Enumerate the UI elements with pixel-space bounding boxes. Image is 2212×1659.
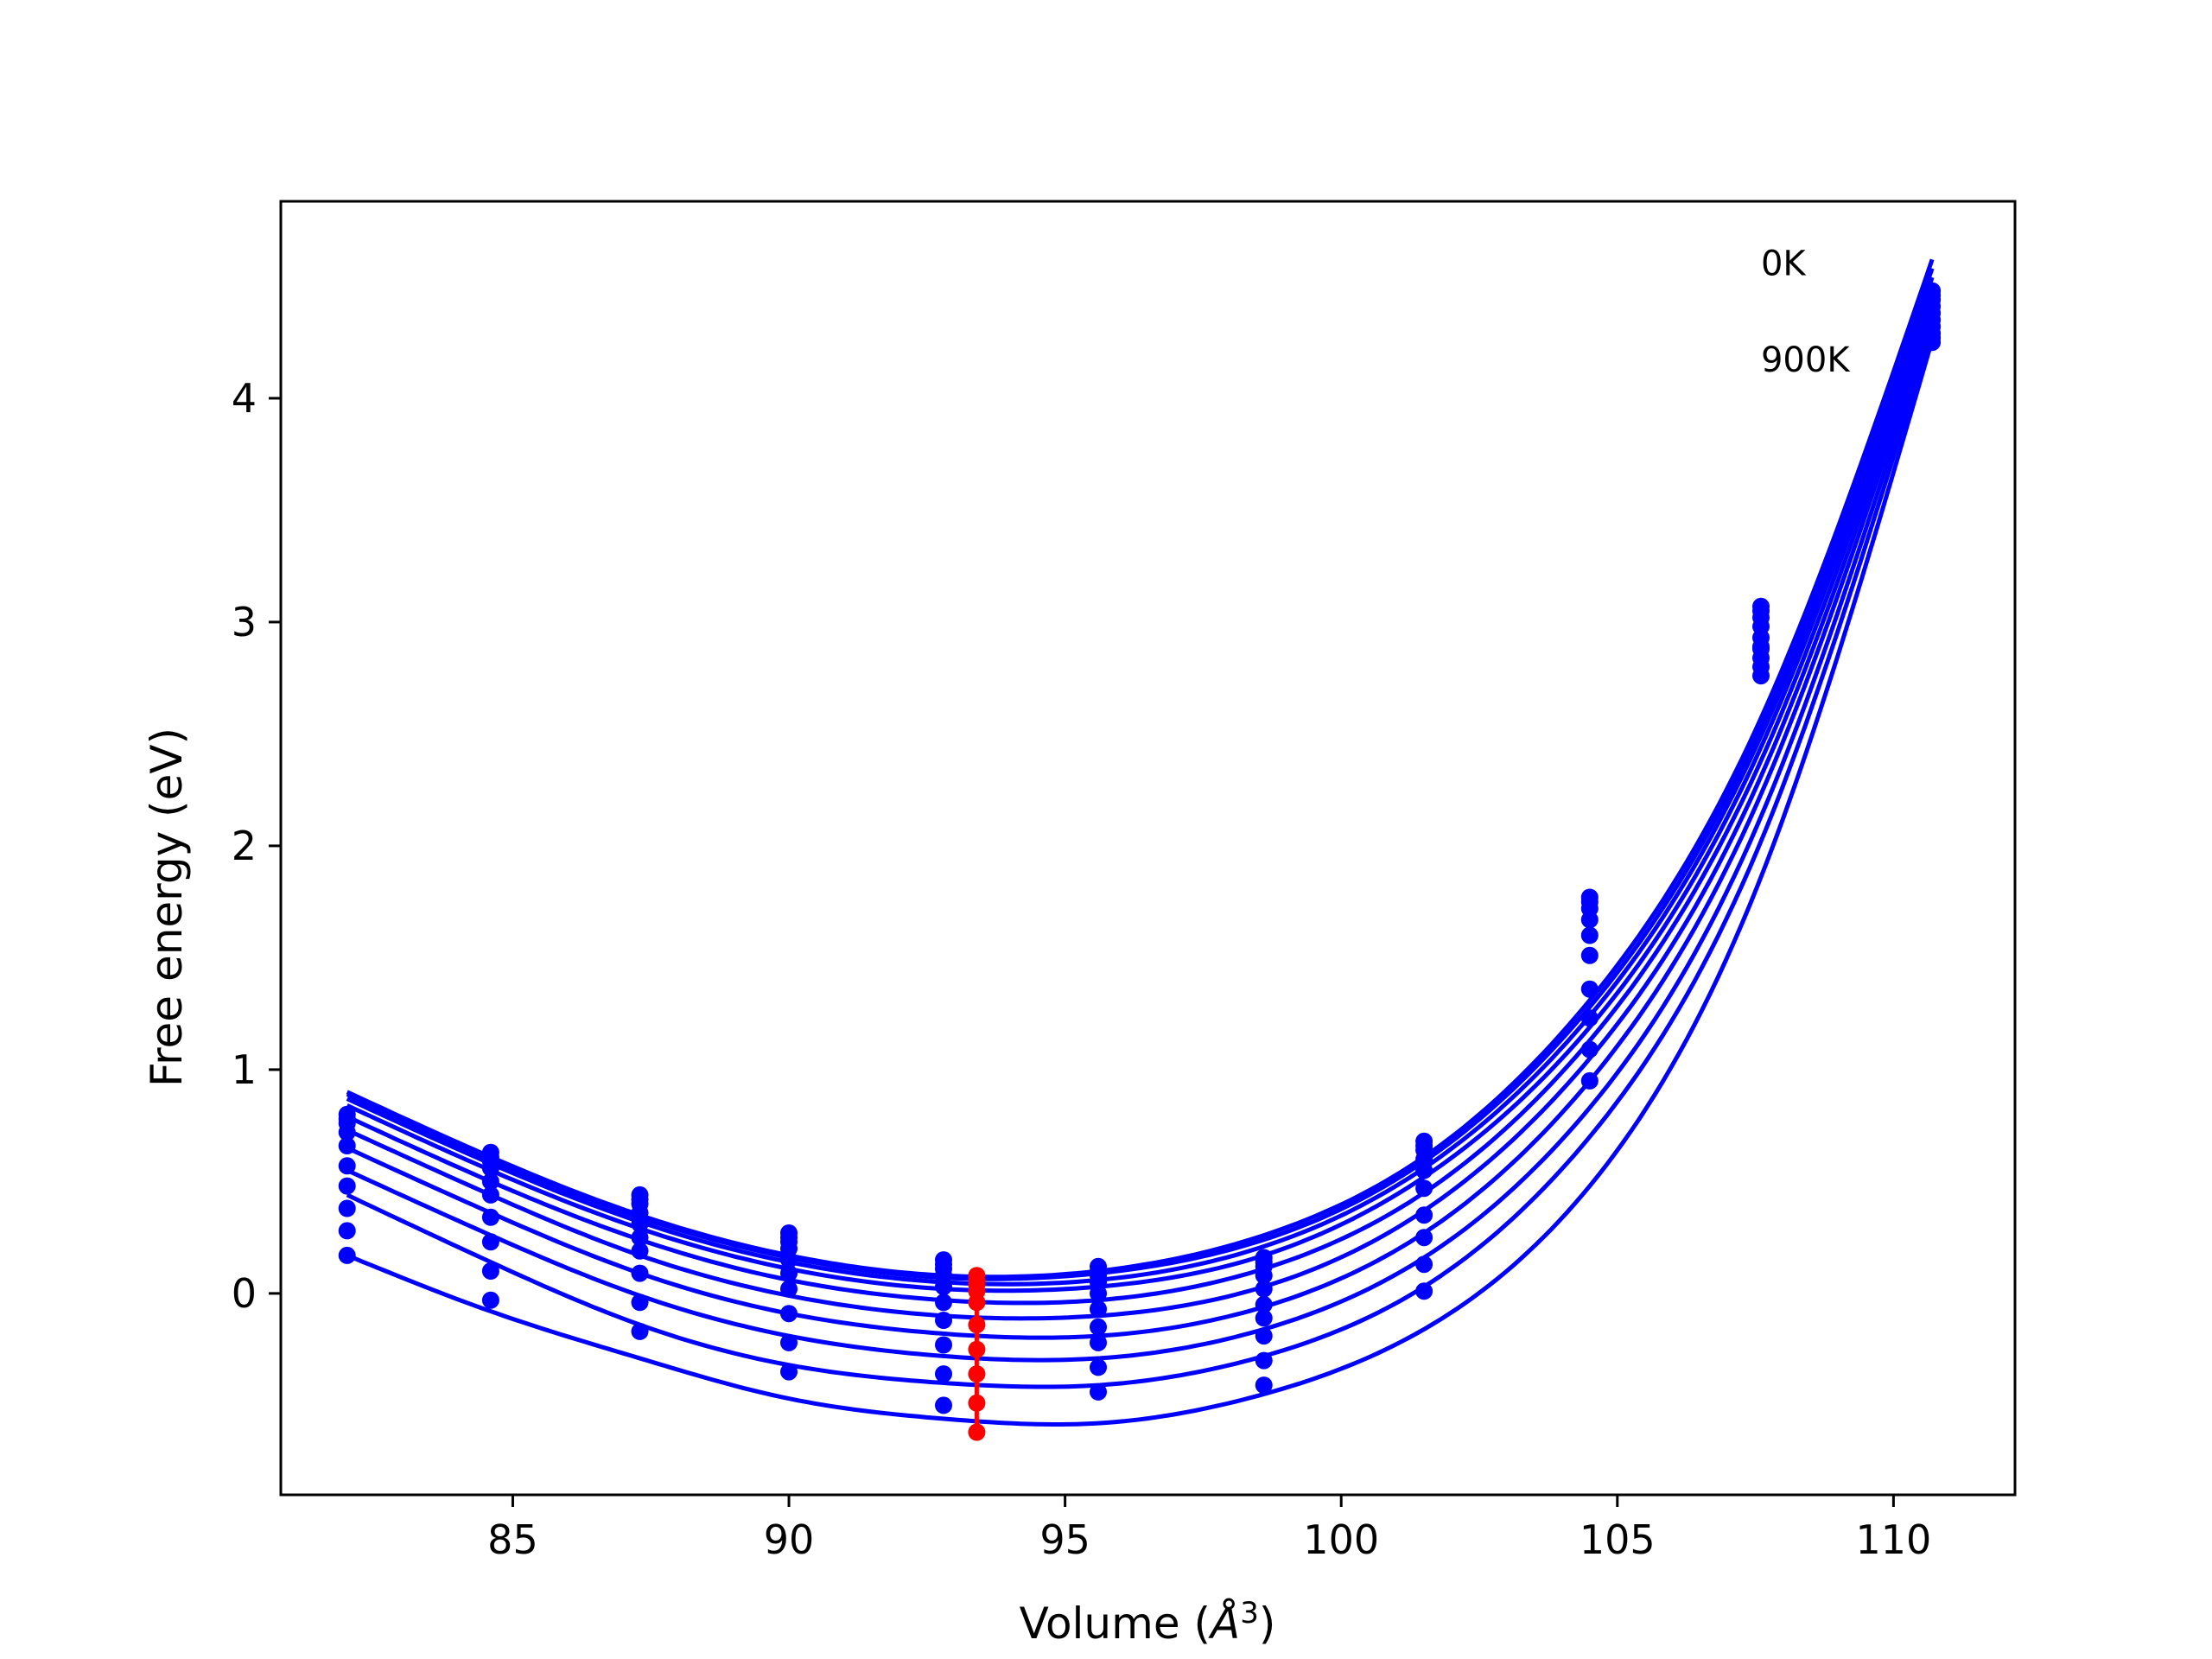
- data-point-4-4: [935, 1278, 952, 1296]
- y-tick-label-1: 1: [232, 1046, 257, 1093]
- data-point-7-3: [780, 1305, 798, 1323]
- data-point-7-0: [338, 1199, 356, 1217]
- x-tick-label-100: 100: [1303, 1516, 1379, 1563]
- x-axis-label: Volume (Å3): [1020, 1596, 1276, 1649]
- annotation-1: 900K: [1761, 340, 1851, 380]
- curve-3: [346, 285, 1935, 1294]
- data-point-4-6: [1255, 1280, 1273, 1298]
- data-point-9-0: [338, 1246, 356, 1264]
- data-point-8-1: [481, 1262, 499, 1280]
- data-point-9-8: [1580, 1071, 1599, 1090]
- curve-4: [346, 295, 1935, 1306]
- data-point-7-6: [1255, 1327, 1273, 1345]
- curve-2: [346, 276, 1935, 1287]
- data-point-9-1: [481, 1291, 499, 1309]
- data-point-9-7: [1415, 1282, 1433, 1300]
- annotations: 0K 900K: [1761, 244, 1851, 379]
- data-point-5-7: [1415, 1179, 1433, 1198]
- data-point-4-5: [1090, 1284, 1107, 1302]
- data-point-5-5: [1090, 1300, 1107, 1318]
- data-point-6-4: [935, 1312, 952, 1329]
- data-point-9-10: [1923, 334, 1942, 352]
- data-point-8-8: [1580, 1040, 1599, 1058]
- data-point-7-4: [935, 1336, 952, 1354]
- minimum-point-7: [968, 1365, 986, 1383]
- x-tick-label-105: 105: [1580, 1516, 1656, 1563]
- data-point-8-6: [1255, 1351, 1273, 1370]
- data-point-6-0: [338, 1177, 356, 1195]
- x-axis: 85 90 95 100 105 110: [487, 1495, 1931, 1563]
- data-point-4-8: [1580, 926, 1599, 944]
- data-point-6-8: [1580, 980, 1599, 998]
- y-axis: 0 1 2 3 4: [232, 375, 281, 1317]
- data-point-8-0: [338, 1222, 356, 1240]
- data-point-5-0: [338, 1157, 356, 1175]
- data-point-6-5: [1090, 1318, 1107, 1336]
- data-point-6-1: [481, 1208, 499, 1226]
- data-point-9-5: [1090, 1382, 1107, 1401]
- data-point-3-1: [481, 1159, 499, 1177]
- data-point-4-1: [481, 1173, 499, 1191]
- data-point-5-1: [481, 1185, 499, 1204]
- y-tick-label-2: 2: [232, 823, 257, 869]
- y-axis-label: Free energy (eV): [142, 728, 192, 1087]
- data-point-7-7: [1415, 1229, 1433, 1247]
- data-point-8-5: [1090, 1358, 1107, 1376]
- data-point-4-7: [1415, 1161, 1433, 1179]
- minimum-point-9: [968, 1423, 986, 1441]
- curve-5: [346, 303, 1935, 1321]
- data-point-4-2: [631, 1215, 649, 1233]
- data-point-3-0: [338, 1123, 356, 1141]
- minimum-point-5: [968, 1316, 986, 1334]
- y-tick-label-3: 3: [232, 599, 257, 645]
- data-point-9-3: [780, 1363, 798, 1381]
- data-point-6-7: [1415, 1206, 1433, 1224]
- annotation-0: 0K: [1761, 244, 1807, 283]
- data-point-7-8: [1580, 1009, 1599, 1027]
- data-point-9-6: [1255, 1376, 1273, 1395]
- curve-9: [346, 339, 1935, 1427]
- curve-7: [346, 321, 1935, 1363]
- data-point-5-6: [1255, 1295, 1273, 1313]
- data-point-9-4: [935, 1396, 952, 1414]
- data-point-7-5: [1090, 1333, 1107, 1351]
- x-tick-label-110: 110: [1855, 1516, 1931, 1563]
- minimum-point-8: [968, 1394, 986, 1412]
- minimum-point-6: [968, 1340, 986, 1358]
- data-point-3-6: [1255, 1267, 1273, 1285]
- data-point-8-2: [631, 1294, 649, 1312]
- data-point-4-3: [780, 1251, 798, 1269]
- data-point-5-4: [935, 1294, 952, 1312]
- data-point-6-2: [631, 1242, 649, 1260]
- data-point-8-3: [780, 1333, 798, 1351]
- curve-6: [346, 312, 1935, 1340]
- data-point-7-1: [481, 1233, 499, 1251]
- x-tick-label-95: 95: [1039, 1516, 1090, 1563]
- x-tick-label-85: 85: [487, 1516, 538, 1563]
- curve-8: [346, 330, 1935, 1389]
- data-point-3-8: [1580, 911, 1599, 929]
- data-point-5-3: [780, 1264, 798, 1282]
- data-point-9-2: [631, 1322, 649, 1340]
- y-tick-label-0: 0: [232, 1270, 257, 1317]
- data-point-5-2: [631, 1229, 649, 1247]
- data-point-6-6: [1255, 1309, 1273, 1327]
- minimum-point-4: [968, 1294, 986, 1312]
- curve-0: [346, 258, 1935, 1280]
- y-tick-label-4: 4: [232, 375, 257, 422]
- data-point-6-3: [780, 1280, 798, 1298]
- data-point-8-4: [935, 1365, 952, 1383]
- plot-marks: [338, 258, 1942, 1441]
- data-point-5-8: [1580, 946, 1599, 964]
- x-tick-label-90: 90: [764, 1516, 815, 1563]
- data-point-7-2: [631, 1264, 649, 1282]
- data-point-8-9: [1752, 667, 1770, 685]
- curve-1: [346, 267, 1935, 1281]
- data-point-8-7: [1415, 1255, 1433, 1274]
- data-point-9-9: [1752, 640, 1770, 658]
- plot-frame: [279, 200, 2017, 1497]
- data-point-4-0: [338, 1137, 356, 1154]
